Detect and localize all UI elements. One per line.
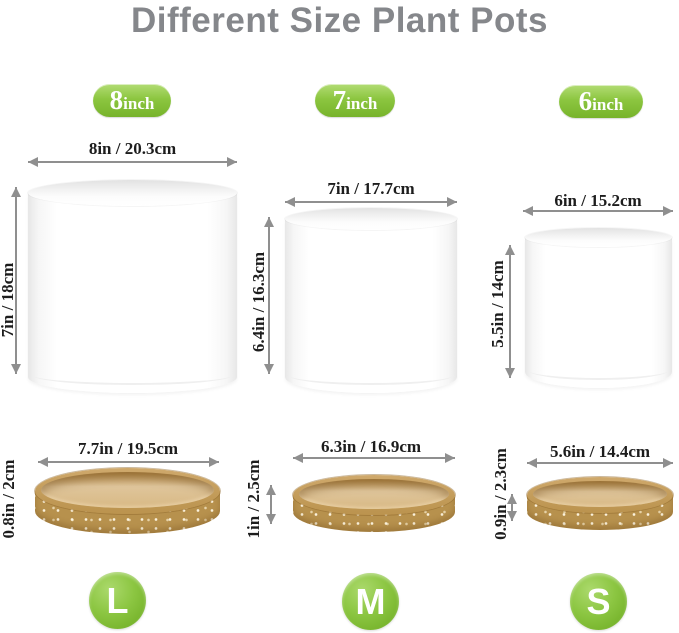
- saucer-medium-width-label: 6.3in / 16.9cm: [320, 437, 422, 456]
- pot-large: [28, 180, 237, 393]
- saucer-large-width-arrow-icon: [38, 457, 219, 467]
- pot-small-height-label: 5.5in / 14cm: [488, 260, 507, 348]
- page-title: Different Size Plant Pots: [130, 1, 549, 40]
- saucer-small-inner: [533, 481, 667, 507]
- saucer-medium-height-label: 1in / 2.5cm: [244, 459, 263, 539]
- size-letter-small: S: [570, 573, 627, 630]
- size-letter-label: S: [586, 580, 611, 622]
- badge-number: 7: [332, 85, 347, 115]
- pot-small-width-arrow-icon: [523, 206, 673, 216]
- saucer-large-height-label: 0.8in / 2cm: [0, 459, 18, 539]
- saucer-small-height-arrow-icon: [507, 494, 517, 521]
- pot-large-body: [28, 193, 237, 393]
- size-badge-7inch: 7 inch: [315, 84, 395, 117]
- pot-small-body: [525, 237, 672, 388]
- size-letter-label: L: [106, 579, 129, 621]
- pot-large-height-arrow-icon: [11, 187, 21, 374]
- saucer-small-height-label: 0.9in / 2.3cm: [491, 448, 510, 540]
- saucer-large-width-label: 7.7in / 19.5cm: [77, 439, 179, 458]
- saucer-medium-height-arrow-icon: [266, 485, 276, 524]
- size-letter-medium: M: [342, 573, 399, 630]
- pot-medium: [285, 208, 457, 393]
- size-badge-6inch: 6 inch: [559, 85, 643, 118]
- pot-medium-body: [285, 219, 457, 393]
- badge-unit: inch: [592, 95, 624, 114]
- pot-medium-width-arrow-icon: [285, 197, 457, 207]
- saucer-medium-inner: [299, 479, 449, 509]
- saucer-small-width-label: 5.6in / 14.4cm: [549, 442, 651, 461]
- badge-unit: inch: [346, 94, 378, 113]
- badge-number: 6: [578, 86, 593, 116]
- pot-medium-rim: [285, 208, 457, 230]
- badge-number: 8: [109, 85, 124, 115]
- pot-small-height-arrow-icon: [505, 245, 515, 378]
- saucer-medium: [293, 475, 455, 532]
- saucer-small-width-arrow-icon: [527, 458, 673, 468]
- pot-large-rim: [28, 180, 237, 206]
- pot-small: [525, 228, 672, 388]
- saucer-medium-width-arrow-icon: [293, 453, 455, 463]
- pot-small-rim: [525, 228, 672, 247]
- pot-small-width-label: 6in / 15.2cm: [554, 191, 642, 210]
- pot-large-width-label: 8in / 20.3cm: [88, 139, 177, 158]
- size-badge-8inch: 8 inch: [93, 84, 171, 117]
- saucer-large-inner: [41, 472, 214, 508]
- pot-large-width-arrow-icon: [28, 157, 237, 167]
- pot-medium-height-label: 6.4in / 16.3cm: [249, 251, 268, 353]
- size-letter-label: M: [355, 580, 386, 622]
- pot-medium-height-arrow-icon: [264, 217, 274, 374]
- size-letter-large: L: [89, 572, 146, 629]
- pot-large-height-label: 7in / 18cm: [0, 262, 17, 338]
- pot-medium-width-label: 7in / 17.7cm: [327, 179, 415, 198]
- saucer-large: [35, 468, 220, 534]
- badge-unit: inch: [123, 94, 155, 113]
- saucer-small: [527, 477, 673, 530]
